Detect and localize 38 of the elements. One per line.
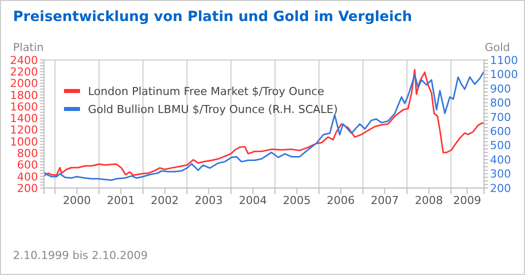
y-tick-label: 200 [17, 182, 38, 195]
x-tick-label: 2007 [370, 194, 399, 207]
y2-tick-label: 200 [490, 182, 511, 195]
y-tick-label: 1800 [10, 88, 38, 102]
x-tick-label: 2003 [194, 194, 223, 207]
y-tick-label: 2400 [10, 54, 38, 67]
y-tick-label: 2000 [10, 77, 38, 90]
y-axis-title: Platin [13, 41, 44, 54]
y2-tick-label: 1000 [490, 68, 518, 82]
chart-title: Preisentwicklung von Platin und Gold im Vergleich [13, 9, 412, 25]
legend-label: Gold Bullion LBMU $/Troy Ounce (R.H. SCALE) [88, 102, 338, 116]
y2-tick-label: 1100 [490, 54, 518, 67]
y-tick-label: 1200 [10, 124, 38, 137]
y2-axis-title: Gold [484, 41, 510, 54]
x-tick-label: 2005 [282, 194, 311, 207]
x-tick-label: 2009 [453, 194, 482, 207]
y-tick-label: 800 [17, 146, 38, 160]
y2-tick-label: 900 [490, 82, 511, 96]
x-tick-label: 2004 [238, 194, 267, 207]
x-tick-label: 2001 [106, 194, 135, 207]
y2-tick-label: 800 [490, 96, 511, 110]
legend-label: London Platinum Free Market $/Troy Ounce [88, 84, 324, 98]
x-tick-label: 2008 [414, 194, 443, 207]
x-tick-label: 2002 [150, 194, 179, 207]
y-tick-label: 2200 [10, 66, 38, 79]
y2-tick-label: 400 [490, 153, 511, 166]
y-tick-label: 1000 [10, 135, 38, 148]
y2-tick-label: 600 [490, 125, 511, 138]
y2-tick-label: 500 [490, 139, 511, 152]
y2-tick-label: 300 [490, 168, 511, 181]
y-tick-label: 1400 [10, 112, 38, 126]
y2-tick-label: 700 [490, 110, 511, 124]
x-tick-label: 2000 [62, 194, 91, 207]
y-tick-label: 600 [17, 158, 38, 172]
x-tick-label: 2006 [326, 194, 355, 207]
y-tick-label: 1600 [10, 100, 38, 114]
y-tick-label: 400 [17, 170, 38, 184]
text: 2.10.1999 bis 2.10.2009 [13, 249, 148, 262]
